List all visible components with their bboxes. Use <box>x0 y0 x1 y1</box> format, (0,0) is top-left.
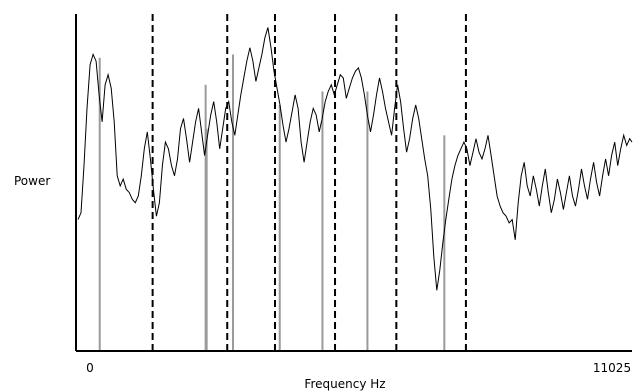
boundary-lines <box>151 14 467 351</box>
x-tick-label-start: 0 <box>86 361 94 375</box>
spectrum-line <box>77 27 633 291</box>
x-tick-label-end: 11025 <box>593 361 631 375</box>
y-axis-label: Power <box>14 174 50 188</box>
x-axis-label: Frequency Hz <box>304 377 385 391</box>
peak-lines <box>98 54 446 351</box>
